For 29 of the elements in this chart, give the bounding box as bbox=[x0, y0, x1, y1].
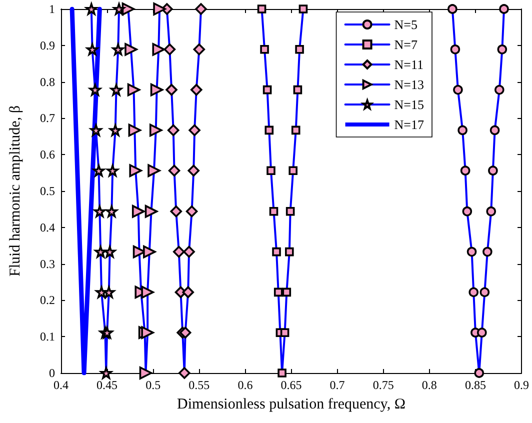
y-tick-label: 0.2 bbox=[40, 293, 55, 308]
x-tick-label: 0.7 bbox=[330, 378, 345, 392]
y-tick-label: 0.7 bbox=[40, 111, 55, 126]
x-tick-label: 0.6 bbox=[238, 378, 253, 392]
x-tick-label: 0.85 bbox=[464, 378, 486, 392]
x-tick-label: 0.75 bbox=[372, 378, 394, 392]
x-tick-label: 0.45 bbox=[96, 378, 118, 392]
y-tick-label: 1 bbox=[49, 2, 55, 16]
y-tick-label: 0.4 bbox=[40, 220, 55, 234]
y-tick-label: 0 bbox=[49, 366, 55, 380]
x-tick-label: 0.55 bbox=[188, 378, 210, 392]
legend-label: N=11 bbox=[394, 57, 424, 72]
x-axis-title: Dimensionless pulsation frequency, Ω bbox=[177, 396, 406, 412]
legend-label: N=7 bbox=[394, 37, 418, 52]
legend-label: N=5 bbox=[394, 17, 418, 32]
x-tick-label: 0.65 bbox=[280, 378, 302, 392]
x-tick-label: 0.5 bbox=[146, 378, 161, 392]
y-tick-label: 0.3 bbox=[40, 256, 55, 271]
y-tick-label: 0.8 bbox=[40, 74, 55, 89]
legend-label: N=13 bbox=[394, 77, 424, 92]
y-tick-label: 0.1 bbox=[40, 330, 55, 344]
y-axis-title: Fluid harmonic amplitude, β bbox=[8, 106, 24, 276]
legend-label: N=17 bbox=[394, 117, 424, 132]
y-tick-label: 0.9 bbox=[40, 38, 55, 52]
y-tick-label: 0.5 bbox=[40, 184, 55, 198]
y-tick-label: 0.6 bbox=[40, 148, 55, 162]
legend-label: N=15 bbox=[394, 97, 424, 112]
x-tick-label: 0.8 bbox=[422, 378, 437, 392]
x-tick-label: 0.9 bbox=[514, 378, 529, 392]
